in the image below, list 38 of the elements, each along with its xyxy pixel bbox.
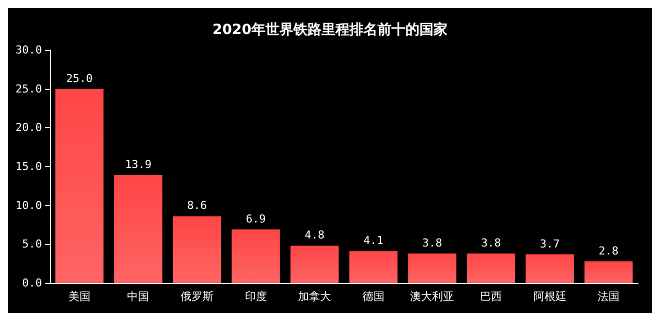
x-tick-label: 俄罗斯 [180,290,214,303]
data-label: 3.7 [540,237,560,250]
bar [526,254,574,283]
data-label: 3.8 [481,236,501,250]
x-tick-label: 中国 [127,290,150,303]
y-tick-label: 5.0 [22,238,42,251]
y-tick-label: 10.0 [16,198,42,212]
data-label: 2.8 [598,244,619,258]
y-tick-label: 15.0 [16,160,42,173]
x-tick-label: 印度 [244,290,267,303]
data-label: 6.9 [246,212,266,226]
x-tick-label: 阿根廷 [533,290,566,303]
y-tick-label: 20.0 [16,121,42,134]
x-tick-label: 德国 [362,290,384,303]
x-tick-label: 加拿大 [298,290,332,303]
data-label: 4.8 [304,228,325,242]
bar [408,253,456,283]
bar [466,253,516,283]
data-label: 13.9 [124,158,152,172]
bar [232,229,280,283]
data-label: 4.1 [363,234,384,248]
x-tick-label: 法国 [598,290,620,303]
bar [114,175,162,283]
y-tick-label: 25.0 [16,82,42,96]
chart-title: 2020年世界铁路里程排名前十的国家 [212,21,448,38]
y-tick-label: 30.0 [16,44,42,56]
bar [55,88,104,283]
data-label: 3.8 [422,236,442,250]
bar [290,246,339,283]
y-tick-label: 0.0 [22,276,42,290]
bar [349,251,398,283]
bar [584,261,633,283]
x-tick-label: 巴西 [480,290,502,303]
data-label: 8.6 [187,199,207,212]
x-tick-label: 美国 [68,290,90,303]
bar [172,216,222,283]
data-label: 25.0 [66,72,93,85]
x-tick-label: 澳大利亚 [410,290,454,303]
